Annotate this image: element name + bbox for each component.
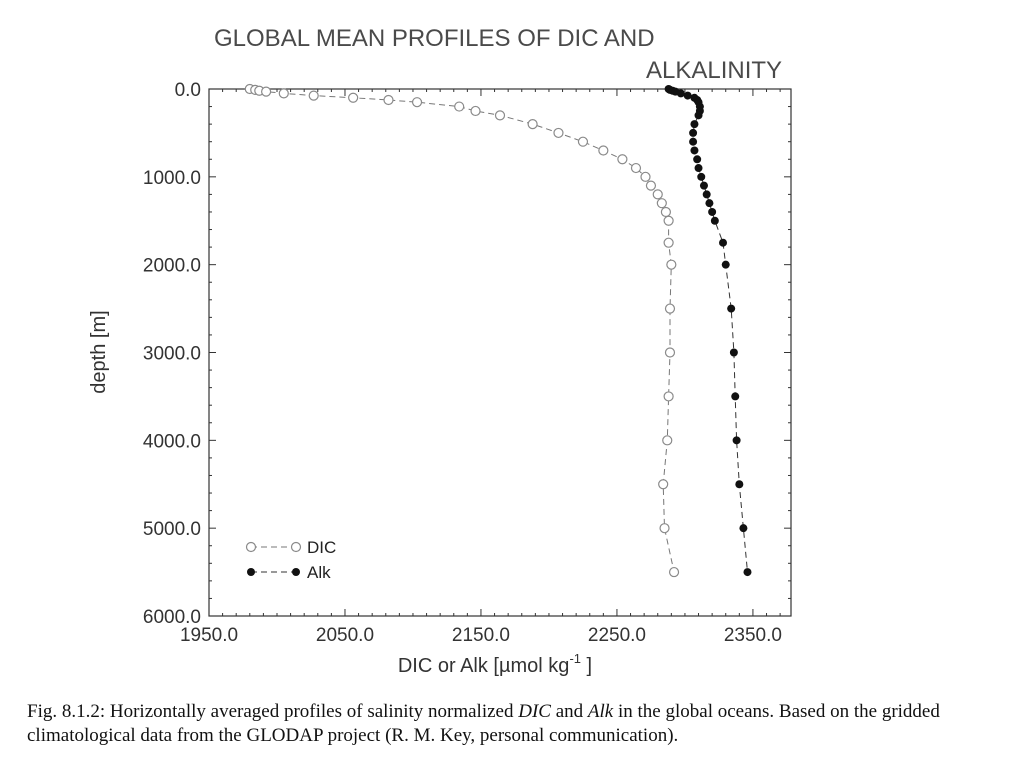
data-point-alk (690, 146, 699, 155)
data-point-dic (652, 189, 663, 200)
data-point-alk (689, 128, 698, 137)
data-point-alk (710, 216, 719, 225)
x-axis-label-prefix: DIC or Alk [ (398, 655, 500, 677)
data-point-dic (668, 566, 680, 578)
data-point-dic (663, 215, 674, 226)
data-point-dic (454, 101, 465, 112)
data-point-alk (676, 89, 685, 98)
x-axis-label: DIC or Alk [µmol kg-1 ] (398, 651, 592, 677)
data-point-dic (278, 88, 289, 99)
data-point-dic (640, 171, 651, 182)
data-point-alk (708, 207, 717, 216)
data-point-dic (617, 154, 628, 165)
legend-dic-marker-right (290, 541, 302, 553)
data-point-dic (659, 523, 670, 534)
series-line-alk (668, 88, 748, 573)
legend-alk-label: Alk (307, 563, 331, 582)
data-point-alk (721, 260, 730, 269)
x-axis-label-suffix: ] (581, 655, 592, 677)
data-point-dic (577, 136, 589, 147)
x-axis-label-superscript: -1 (569, 651, 581, 666)
figure-caption: Fig. 8.1.2: Horizontally averaged profil… (27, 700, 1002, 748)
data-point-dic (658, 479, 669, 490)
data-point-dic (656, 198, 667, 209)
caption-dic: DIC (518, 701, 551, 722)
y-tick-label: 4000.0 (143, 431, 201, 452)
legend: DIC Alk (245, 538, 336, 582)
data-point-dic (553, 127, 564, 139)
data-point-alk (743, 568, 752, 577)
data-point-dic (308, 90, 319, 101)
data-point-alk (694, 111, 703, 120)
data-point-dic (662, 435, 673, 446)
chart-title-line2: ALKALINITY (646, 57, 782, 84)
data-point-dic (383, 94, 394, 106)
caption-alk: Alk (587, 701, 614, 722)
data-point-alk (690, 120, 699, 129)
data-point-alk (727, 304, 736, 313)
y-tick-label: 0.0 (175, 80, 201, 101)
y-tick-label: 5000.0 (143, 519, 201, 540)
axis-ticks: 1950.0 2050.0 2150.0 2250.0 2350.0 0.0 1000.0 2… (143, 80, 791, 646)
data-point-dic (664, 347, 676, 358)
data-point-alk (735, 480, 744, 489)
data-point-dic (663, 237, 674, 248)
caption-part3: in the global oceans. Based on the gridd… (27, 701, 940, 746)
data-point-dic (630, 162, 642, 174)
y-tick-label: 3000.0 (143, 344, 201, 365)
caption-part2: and (550, 701, 588, 722)
y-axis-label: depth [m] (88, 310, 110, 393)
chart: GLOBAL MEAN PROFILES OF DIC AND ALKALINI… (88, 25, 792, 677)
data-point-alk (705, 199, 714, 208)
x-tick-label: 2150.0 (452, 625, 510, 646)
data-point-dic (494, 110, 506, 121)
data-point-alk (732, 436, 741, 445)
data-point-alk (694, 164, 703, 173)
data-point-dic (663, 391, 674, 402)
plot-frame (208, 88, 792, 617)
data-point-alk (693, 155, 702, 164)
y-tick-label: 6000.0 (143, 607, 201, 628)
legend-dic-label: DIC (307, 538, 336, 557)
legend-dic-marker-left (245, 541, 257, 553)
data-point-dic (598, 145, 609, 156)
legend-alk-marker-left (247, 568, 255, 576)
data-point-dic (645, 180, 657, 191)
data-point-dic (470, 105, 481, 117)
data-point-dic (664, 303, 676, 314)
data-point-alk (683, 91, 692, 100)
y-tick-label: 2000.0 (143, 256, 201, 277)
data-point-dic (666, 259, 677, 270)
chart-title-line1: GLOBAL MEAN PROFILES OF DIC AND (214, 25, 655, 52)
data-point-alk (689, 137, 698, 146)
legend-alk-marker-right (292, 568, 300, 576)
caption-part1: Fig. 8.1.2: Horizontally averaged profil… (27, 701, 519, 722)
data-point-dic (411, 97, 423, 108)
data-point-alk (697, 172, 706, 181)
data-point-alk (739, 524, 748, 533)
data-point-alk (702, 190, 711, 199)
data-point-dic (527, 119, 538, 130)
data-point-dic (660, 206, 671, 218)
data-point-alk (731, 392, 740, 401)
x-axis-label-unit: µmol kg (499, 655, 569, 677)
data-point-alk (729, 348, 738, 357)
x-tick-label: 2250.0 (588, 625, 646, 646)
y-tick-label: 1000.0 (143, 168, 201, 189)
x-tick-label: 1950.0 (180, 625, 238, 646)
data-point-alk (699, 181, 708, 190)
series-line-dic (249, 88, 675, 573)
x-tick-label: 2350.0 (724, 625, 782, 646)
data-point-dic (348, 92, 359, 103)
series-layer (244, 83, 752, 578)
data-point-alk (719, 238, 728, 247)
data-point-dic (261, 86, 272, 97)
x-tick-label: 2050.0 (316, 625, 374, 646)
